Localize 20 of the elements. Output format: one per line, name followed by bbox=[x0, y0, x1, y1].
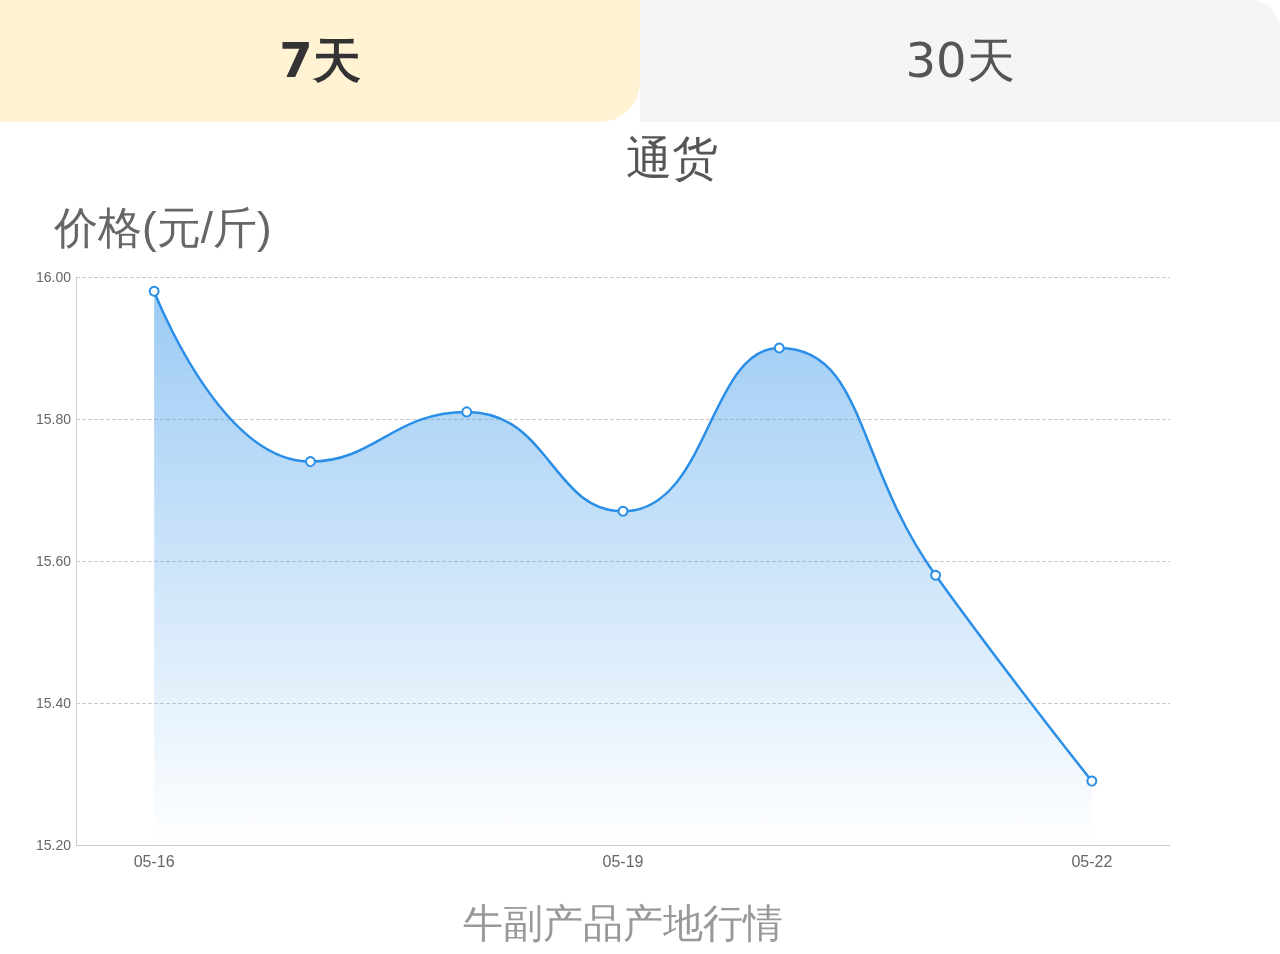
y-axis-title: 价格(元/斤) bbox=[53, 202, 272, 252]
text: 30天 bbox=[640, 0, 1280, 122]
point bbox=[773, 342, 785, 354]
x-tick-label: 05-19 bbox=[602, 852, 644, 870]
x-tick-label: 05-22 bbox=[1071, 852, 1113, 870]
y-tick-label: 15.80 bbox=[35, 411, 72, 427]
x-axis-title: 牛副产品产地行情 bbox=[463, 901, 783, 945]
x-tick-label: 05-16 bbox=[133, 852, 175, 870]
point bbox=[304, 456, 316, 468]
point bbox=[1086, 775, 1098, 787]
y-tick-label: 15.20 bbox=[35, 837, 72, 853]
y-tick-label: 16.00 bbox=[35, 269, 72, 285]
point bbox=[461, 406, 473, 418]
y-tick-label: 15.40 bbox=[35, 695, 72, 711]
point bbox=[148, 285, 160, 297]
point bbox=[930, 569, 942, 581]
point bbox=[617, 505, 629, 517]
y-tick-label: 15.60 bbox=[35, 553, 72, 569]
text: 7天 bbox=[0, 0, 640, 122]
chart-title: 通货 bbox=[626, 132, 718, 184]
